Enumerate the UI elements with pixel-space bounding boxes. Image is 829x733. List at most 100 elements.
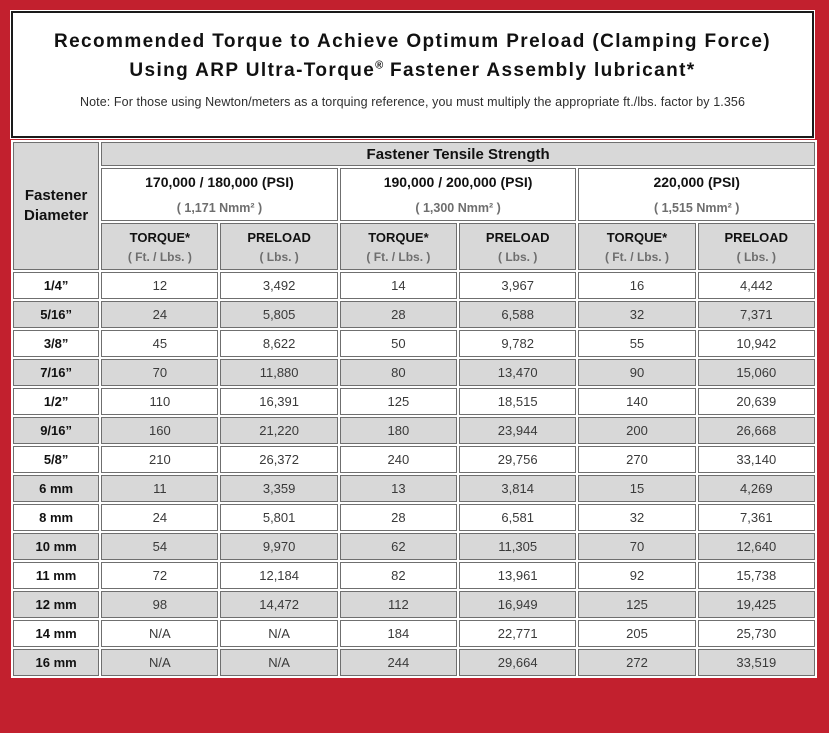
fastener-diameter-cell: 11 mm xyxy=(13,562,100,589)
fastener-diameter-cell: 9/16” xyxy=(13,417,100,444)
preload-value-cell: 15,060 xyxy=(697,359,815,386)
torque-value-cell: 70 xyxy=(101,359,219,386)
torque-value-cell: 11 xyxy=(101,475,219,502)
preload-value-cell: 25,730 xyxy=(697,620,815,647)
conversion-note: Note: For those using Newton/meters as a… xyxy=(79,94,745,109)
torque-value-cell: 110 xyxy=(101,388,219,415)
torque-value-cell: 54 xyxy=(101,533,219,560)
fastener-diameter-header: Fastener Diameter xyxy=(13,142,100,270)
torque-value-cell: 90 xyxy=(578,359,696,386)
torque-spec-table: Fastener Diameter Fastener Tensile Stren… xyxy=(11,140,817,678)
fastener-diameter-cell: 5/8” xyxy=(13,446,100,473)
torque-value-cell: 45 xyxy=(101,330,219,357)
table-row: 6 mm 11 3,359 13 3,814 15 4,269 xyxy=(13,475,815,502)
preload-value-cell: 29,756 xyxy=(459,446,577,473)
torque-header-1: TORQUE* ( Ft. / Lbs. ) xyxy=(101,223,219,270)
torque-value-cell: 125 xyxy=(578,591,696,618)
preload-value-cell: 3,814 xyxy=(459,475,577,502)
preload-value-cell: 13,470 xyxy=(459,359,577,386)
preload-value-cell: 9,970 xyxy=(220,533,338,560)
preload-value-cell: 20,639 xyxy=(697,388,815,415)
preload-unit: ( Lbs. ) xyxy=(259,249,299,264)
preload-value-cell: 4,269 xyxy=(697,475,815,502)
preload-value-cell: 10,942 xyxy=(697,330,815,357)
torque-value-cell: 16 xyxy=(578,272,696,299)
preload-value-cell: 3,492 xyxy=(220,272,338,299)
preload-value-cell: 5,801 xyxy=(220,504,338,531)
torque-value-cell: 180 xyxy=(339,417,458,444)
preload-value-cell: 12,640 xyxy=(697,533,815,560)
psi-label: 170,000 / 180,000 (PSI) xyxy=(145,174,294,190)
torque-value-cell: 32 xyxy=(578,301,696,328)
fastener-diameter-cell: 14 mm xyxy=(13,620,100,647)
preload-value-cell: 16,391 xyxy=(220,388,338,415)
torque-value-cell: 270 xyxy=(578,446,696,473)
torque-value-cell: 72 xyxy=(101,562,219,589)
preload-label: PRELOAD xyxy=(724,229,789,245)
title-line2-suffix: Fastener Assembly lubricant* xyxy=(383,60,696,82)
title-line2-prefix: Using ARP Ultra-Torque xyxy=(129,60,376,82)
preload-value-cell: 9,782 xyxy=(459,330,577,357)
preload-value-cell: 21,220 xyxy=(220,417,338,444)
preload-value-cell: 22,771 xyxy=(459,620,577,647)
main-header-row: Fastener Diameter Fastener Tensile Stren… xyxy=(13,142,815,270)
torque-value-cell: 82 xyxy=(339,562,458,589)
torque-value-cell: 272 xyxy=(578,649,696,676)
torque-header-2: TORQUE* ( Ft. / Lbs. ) xyxy=(339,223,458,270)
torque-value-cell: 50 xyxy=(339,330,458,357)
preload-value-cell: 19,425 xyxy=(697,591,815,618)
fastener-diameter-cell: 7/16” xyxy=(13,359,100,386)
psi-group-170-180: 170,000 / 180,000 (PSI) ( 1,171 Nmm² ) xyxy=(101,168,338,221)
table-row: 10 mm 54 9,970 62 11,305 70 12,640 xyxy=(13,533,815,560)
preload-header-1: PRELOAD ( Lbs. ) xyxy=(220,223,338,270)
torque-value-cell: 15 xyxy=(578,475,696,502)
preload-value-cell: 4,442 xyxy=(697,272,815,299)
table-body: 1/4” 12 3,492 14 3,967 16 4,442 5/16” 24 5,805 28 6… xyxy=(13,272,815,676)
sub-header-row: TORQUE* ( Ft. / Lbs. ) PRELOAD ( Lbs. ) … xyxy=(13,223,815,270)
fastener-diameter-cell: 3/8” xyxy=(13,330,100,357)
table-row: 8 mm 24 5,801 28 6,581 32 7,361 xyxy=(13,504,815,531)
torque-value-cell: 28 xyxy=(339,301,458,328)
preload-value-cell: 11,880 xyxy=(220,359,338,386)
table-row: 7/16” 70 11,880 80 13,470 90 15,060 xyxy=(13,359,815,386)
preload-value-cell: 18,515 xyxy=(459,388,577,415)
table-row: 9/16” 160 21,220 180 23,944 200 26,668 xyxy=(13,417,815,444)
table-row: 14 mm N/A N/A 184 22,771 205 25,730 xyxy=(13,620,815,647)
preload-value-cell: 3,967 xyxy=(459,272,577,299)
torque-unit: ( Ft. / Lbs. ) xyxy=(366,249,431,264)
nmm-label: ( 1,300 Nmm² ) xyxy=(415,201,501,215)
table-row: 1/2” 110 16,391 125 18,515 140 20,639 xyxy=(13,388,815,415)
table-row: 11 mm 72 12,184 82 13,961 92 15,738 xyxy=(13,562,815,589)
torque-value-cell: 98 xyxy=(101,591,219,618)
table-row: 1/4” 12 3,492 14 3,967 16 4,442 xyxy=(13,272,815,299)
torque-value-cell: 205 xyxy=(578,620,696,647)
torque-value-cell: 210 xyxy=(101,446,219,473)
torque-label: TORQUE* xyxy=(129,229,191,245)
nmm-label: ( 1,171 Nmm² ) xyxy=(176,201,263,215)
torque-value-cell: 200 xyxy=(578,417,696,444)
torque-value-cell: 24 xyxy=(101,301,219,328)
torque-value-cell: 80 xyxy=(339,359,458,386)
preload-value-cell: 26,372 xyxy=(220,446,338,473)
torque-value-cell: 184 xyxy=(339,620,458,647)
preload-value-cell: 7,371 xyxy=(697,301,815,328)
psi-label: 190,000 / 200,000 (PSI) xyxy=(383,174,533,190)
torque-unit: ( Ft. / Lbs. ) xyxy=(127,249,192,264)
preload-value-cell: 33,519 xyxy=(697,649,815,676)
preload-value-cell: N/A xyxy=(220,649,338,676)
preload-unit: ( Lbs. ) xyxy=(736,249,776,264)
torque-value-cell: 240 xyxy=(339,446,458,473)
preload-value-cell: 33,140 xyxy=(697,446,815,473)
torque-value-cell: 244 xyxy=(339,649,458,676)
preload-value-cell: 14,472 xyxy=(220,591,338,618)
page-title-line2: Using ARP Ultra-Torque® Fastener Assembl… xyxy=(13,56,812,85)
fastener-diameter-cell: 12 mm xyxy=(13,591,100,618)
preload-value-cell: 6,581 xyxy=(459,504,577,531)
torque-value-cell: N/A xyxy=(101,620,219,647)
registered-trademark-symbol: ® xyxy=(375,60,384,73)
fastener-diameter-cell: 1/2” xyxy=(13,388,100,415)
fastener-diameter-cell: 5/16” xyxy=(13,301,100,328)
preload-label: PRELOAD xyxy=(247,229,311,245)
preload-value-cell: 7,361 xyxy=(697,504,815,531)
